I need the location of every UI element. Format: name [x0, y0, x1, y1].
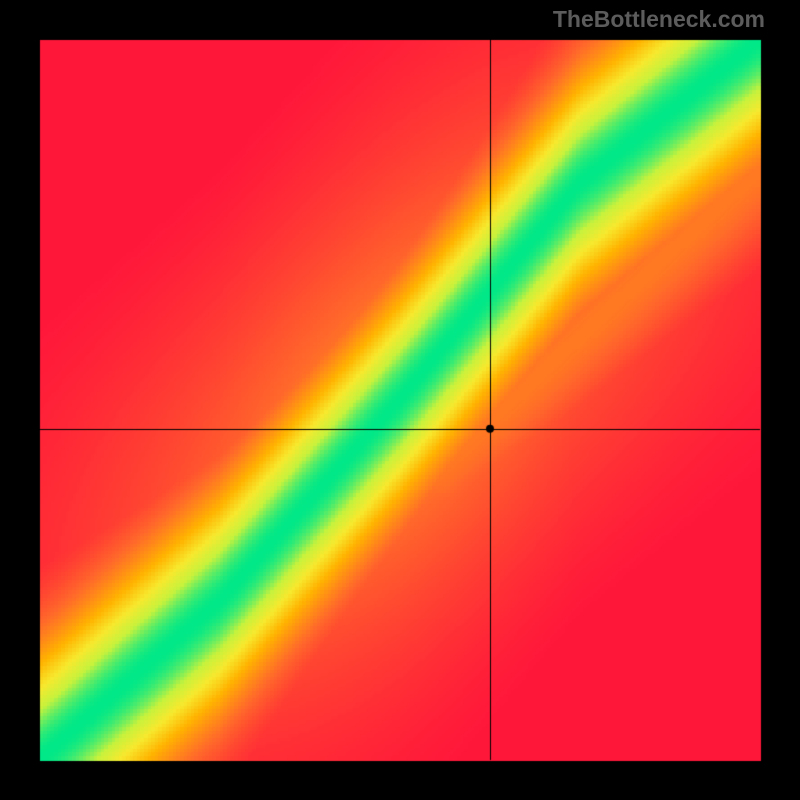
figure-container: TheBottleneck.com	[0, 0, 800, 800]
bottleneck-heatmap	[0, 0, 800, 800]
watermark-text: TheBottleneck.com	[553, 6, 765, 33]
